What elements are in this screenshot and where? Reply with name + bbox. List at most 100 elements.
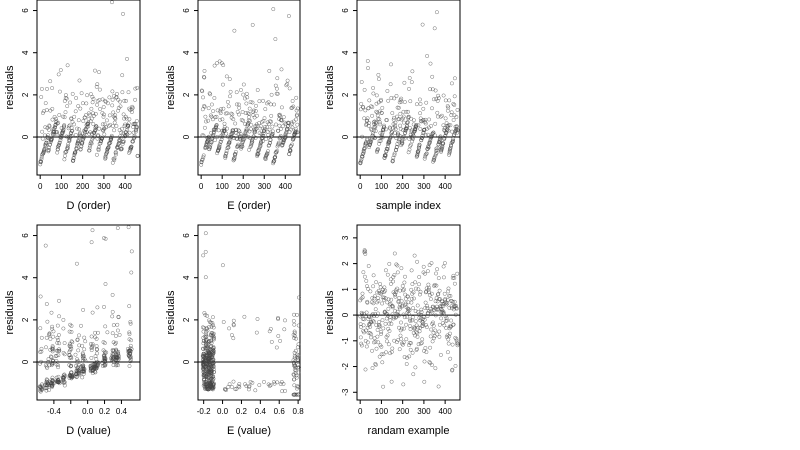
data-point xyxy=(266,132,271,137)
data-point xyxy=(362,317,367,322)
data-point xyxy=(254,124,259,128)
data-point xyxy=(433,366,438,371)
data-point xyxy=(376,288,381,293)
data-point xyxy=(81,307,86,312)
data-point xyxy=(368,319,373,324)
data-point xyxy=(388,277,393,282)
data-point xyxy=(414,123,419,128)
data-point xyxy=(89,334,94,339)
data-point xyxy=(405,355,410,360)
data-point xyxy=(396,299,401,303)
data-point xyxy=(432,158,437,163)
data-point xyxy=(392,96,397,101)
x-axis-title: D (value) xyxy=(66,425,111,437)
data-point xyxy=(258,143,263,148)
data-point xyxy=(67,362,72,367)
data-point xyxy=(451,118,456,122)
data-point xyxy=(231,323,236,328)
data-point xyxy=(204,350,209,355)
data-point xyxy=(38,389,43,394)
data-point xyxy=(417,145,421,150)
data-point xyxy=(43,101,48,106)
data-point xyxy=(425,303,430,308)
data-point xyxy=(440,308,445,313)
data-point xyxy=(373,307,378,312)
x-tick-label: 200 xyxy=(396,182,410,191)
data-point xyxy=(114,124,119,128)
data-point xyxy=(393,294,398,299)
data-point xyxy=(56,353,61,358)
data-point xyxy=(399,336,404,341)
data-point xyxy=(415,303,420,308)
data-point xyxy=(40,387,44,392)
data-point xyxy=(294,108,299,113)
data-point xyxy=(362,250,367,255)
data-point xyxy=(275,76,280,81)
data-point xyxy=(55,348,60,353)
data-point xyxy=(211,109,216,114)
x-tick-label: 0 xyxy=(358,182,363,191)
x-tick-label: 400 xyxy=(438,182,452,191)
data-point xyxy=(72,114,77,119)
data-point xyxy=(224,131,229,136)
data-point xyxy=(39,346,44,351)
data-point xyxy=(48,79,53,84)
data-point xyxy=(116,352,121,357)
data-point xyxy=(41,151,46,156)
data-point xyxy=(416,342,421,347)
data-point xyxy=(232,28,237,33)
data-point xyxy=(57,113,62,117)
data-point xyxy=(75,338,80,343)
data-point xyxy=(296,323,301,328)
data-point xyxy=(422,127,427,132)
data-point xyxy=(82,347,87,352)
y-tick-label: 6 xyxy=(21,233,30,238)
data-point xyxy=(200,157,205,162)
data-point xyxy=(292,322,297,327)
data-point xyxy=(401,288,406,293)
data-point xyxy=(431,323,436,328)
data-point xyxy=(72,122,76,127)
data-point xyxy=(405,124,410,129)
data-point xyxy=(201,155,206,160)
data-point xyxy=(411,296,416,301)
data-point xyxy=(86,124,91,129)
y-tick-label: 0 xyxy=(21,359,30,364)
data-point xyxy=(428,61,433,66)
data-point xyxy=(383,310,387,315)
data-point xyxy=(447,149,452,154)
data-point xyxy=(204,379,209,384)
data-point xyxy=(121,11,125,16)
data-point xyxy=(50,344,55,349)
data-point xyxy=(223,155,228,160)
data-point xyxy=(65,63,70,68)
data-point xyxy=(383,321,388,326)
data-point xyxy=(96,360,101,365)
data-point xyxy=(392,251,397,256)
data-point xyxy=(254,103,258,108)
data-point xyxy=(374,280,379,285)
data-point xyxy=(244,133,249,138)
data-point xyxy=(209,324,214,329)
data-point xyxy=(44,108,49,113)
data-point xyxy=(102,122,107,127)
data-point xyxy=(95,351,99,356)
data-point xyxy=(421,321,426,326)
data-point xyxy=(50,86,55,91)
data-point xyxy=(93,360,98,365)
data-point xyxy=(64,96,69,101)
data-point xyxy=(446,289,451,294)
data-point xyxy=(442,261,447,266)
data-point xyxy=(206,386,211,391)
data-point xyxy=(421,130,426,135)
data-point xyxy=(76,118,81,123)
data-point xyxy=(397,347,402,352)
data-point xyxy=(202,377,207,382)
data-point xyxy=(452,275,457,280)
data-point xyxy=(76,348,81,353)
data-point xyxy=(201,95,205,100)
data-point xyxy=(376,311,380,316)
data-point xyxy=(407,343,411,348)
data-point xyxy=(232,155,237,160)
data-point xyxy=(135,125,139,129)
